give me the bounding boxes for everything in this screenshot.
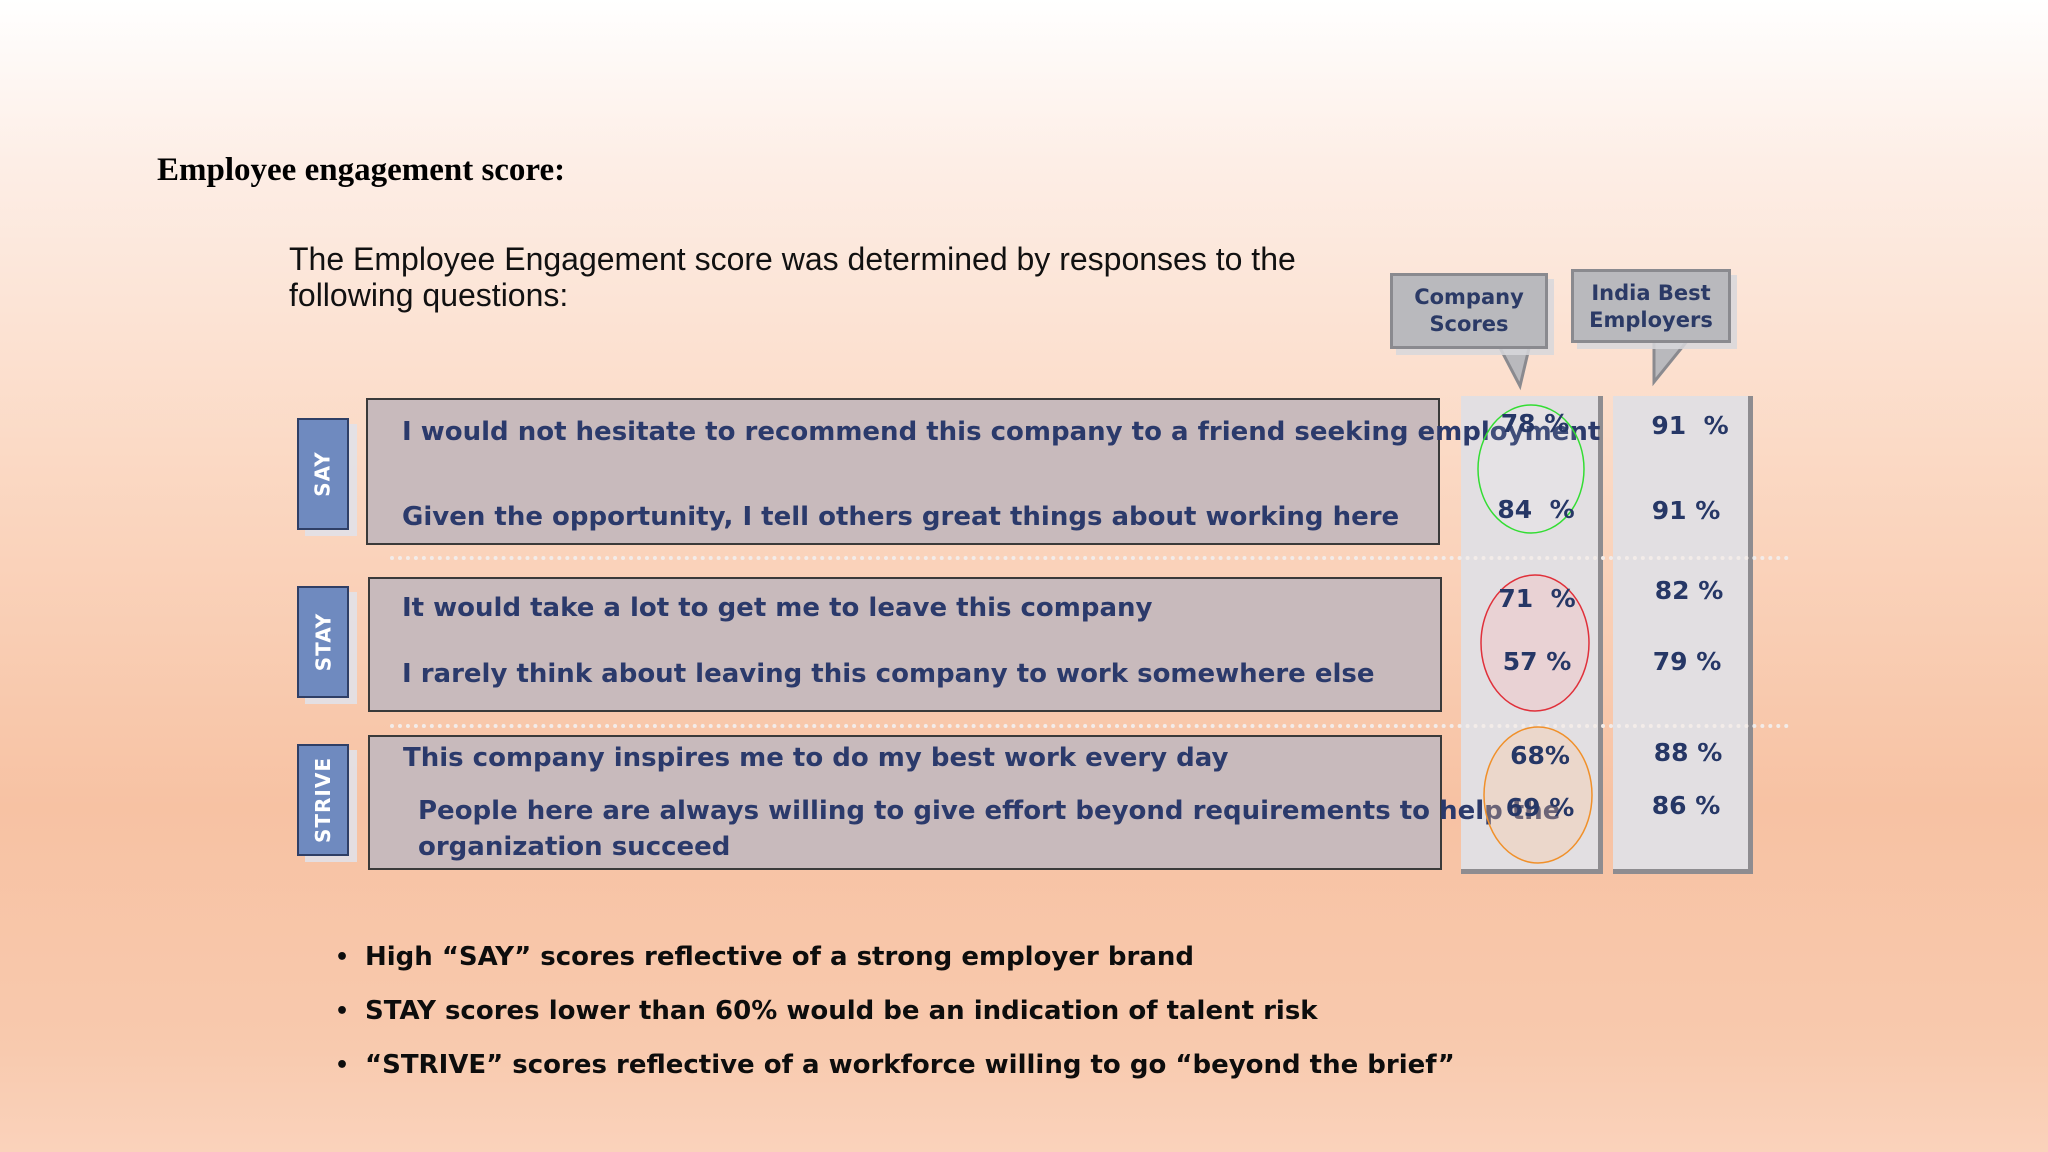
tag-say: SAY [297,418,349,530]
company-score: 71 % [1498,584,1576,613]
list-item: • STAY scores lower than 60% would be an … [335,996,1318,1026]
india-best-employers-label: India Best Employers [1589,281,1713,332]
tag-say-label: SAY [310,451,335,497]
slide-title: Employee engagement score: [157,152,566,188]
company-score: 57 % [1502,647,1572,676]
india-score: 82 % [1654,576,1724,605]
say-questions-box [366,398,1440,545]
score-highlight-circles [1477,404,1593,864]
tag-strive: STRIVE [297,744,349,856]
bullet-text: “STRIVE” scores reflective of a workforc… [365,1050,1455,1080]
tag-stay-label: STAY [311,612,336,672]
stay-question-1: It would take a lot to get me to leave t… [402,593,1153,623]
india-score: 79 % [1652,647,1722,676]
say-score-circle [1477,404,1585,534]
strive-questions-box [368,735,1442,870]
company-score: 68% [1510,741,1570,770]
company-score: 78 % [1500,409,1570,438]
strive-question-2-line-2: organization succeed [418,832,731,862]
tag-stay: STAY [297,586,349,698]
list-item: • “STRIVE” scores reflective of a workfor… [335,1050,1455,1080]
say-question-2: Given the opportunity, I tell others gre… [402,502,1400,532]
takeaways-list: • High “SAY” scores reflective of a stron… [335,930,1455,1092]
strive-question-1: This company inspires me to do my best w… [403,743,1229,773]
intro-text: The Employee Engagement score was determ… [289,241,1296,313]
stay-question-2: I rarely think about leaving this compan… [402,659,1375,689]
india-score: 88 % [1653,738,1723,767]
bullet-text: High “SAY” scores reflective of a strong… [365,942,1194,972]
say-question-1: I would not hesitate to recommend this c… [402,417,1601,447]
india-score: 91 % [1651,496,1721,525]
strive-score-circle [1483,726,1593,864]
india-best-employers-callout: India Best Employers [1571,269,1731,343]
strive-question-2-line-1: People here are always willing to give e… [418,796,1561,826]
stay-score-circle [1480,574,1590,712]
company-scores-callout: Company Scores [1390,273,1548,349]
india-scores-column [1613,396,1753,874]
section-divider [390,556,1790,560]
stay-questions-box [368,577,1442,712]
list-item: • High “SAY” scores reflective of a stron… [335,942,1194,972]
tag-strive-label: STRIVE [311,756,335,844]
india-score: 86 % [1651,791,1721,820]
company-score: 84 % [1497,495,1575,524]
bullet-text: STAY scores lower than 60% would be an i… [365,996,1318,1026]
company-score: 69 % [1505,793,1575,822]
india-score: 91 % [1651,411,1729,440]
company-scores-label: Company Scores [1414,285,1524,336]
section-divider [390,724,1790,728]
